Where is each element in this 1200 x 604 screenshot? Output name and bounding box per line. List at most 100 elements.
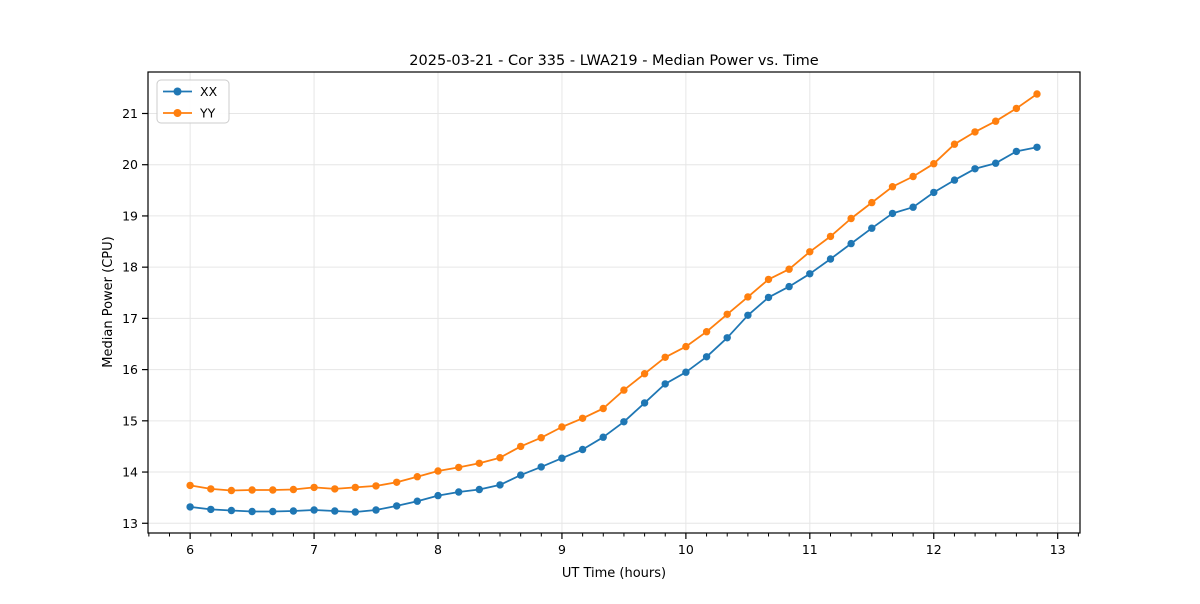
- series-yy-marker: [764, 275, 773, 284]
- series-yy-marker: [331, 485, 339, 493]
- series-yy-marker: [744, 293, 752, 301]
- x-tick-label: 11: [802, 542, 818, 557]
- y-tick-label: 14: [122, 465, 138, 480]
- series-yy-marker: [248, 486, 256, 494]
- series-yy-marker: [455, 463, 463, 472]
- series-yy-marker: [909, 172, 917, 181]
- series-xx-marker: [888, 209, 897, 218]
- series-yy-marker: [661, 353, 669, 361]
- series-yy-marker: [434, 467, 442, 475]
- legend-box: [156, 79, 230, 124]
- series-xx-marker: [744, 311, 752, 319]
- series-yy-marker: [475, 459, 483, 467]
- series-yy-marker: [310, 483, 318, 492]
- y-axis-label: Median Power (CPU): [101, 236, 116, 367]
- series-xx-marker: [475, 485, 483, 494]
- series-yy-marker: [227, 486, 236, 495]
- y-tick-label: 18: [122, 260, 138, 275]
- series-xx-marker: [269, 507, 277, 516]
- series-yy-line: [189, 93, 1038, 492]
- series-yy-marker: [992, 117, 1000, 125]
- series-yy-marker: [950, 140, 959, 148]
- series-xx-marker: [1012, 147, 1021, 156]
- x-tick-label: 9: [558, 542, 566, 557]
- series-xx-marker: [558, 454, 566, 462]
- series-yy-marker: [620, 386, 628, 394]
- y-tick-label: 16: [122, 362, 138, 377]
- legend-label-xx: XX: [200, 84, 218, 99]
- series-xx-marker: [372, 506, 380, 514]
- series-yy-marker: [517, 442, 525, 451]
- series-xx-marker: [764, 293, 773, 302]
- series-yy-marker: [847, 214, 855, 223]
- series-yy-marker: [826, 232, 835, 241]
- series-xx-marker: [289, 507, 298, 515]
- legend-marker-xx: [173, 87, 182, 96]
- y-tick-label: 15: [122, 413, 138, 428]
- series-yy-marker: [702, 328, 711, 336]
- series-xx-marker: [909, 203, 917, 211]
- series-xx-marker: [661, 380, 669, 388]
- series-xx-marker: [413, 497, 421, 505]
- series-yy-marker: [682, 342, 690, 351]
- series-xx-marker: [599, 433, 607, 441]
- series-yy-marker: [806, 248, 814, 256]
- series-yy-marker: [537, 434, 545, 442]
- series-xx-marker: [640, 399, 649, 407]
- series-yy-marker: [578, 414, 587, 422]
- series-xx-marker: [620, 418, 628, 426]
- y-tick-label: 19: [122, 208, 138, 223]
- series-xx-marker: [971, 165, 979, 173]
- series-xx-marker: [992, 159, 1000, 167]
- legend: XX YY: [156, 79, 230, 124]
- x-tick-label: 7: [310, 542, 318, 557]
- y-tick-label: 20: [122, 157, 138, 172]
- series-yy-marker: [269, 486, 277, 494]
- series-yy-marker: [289, 485, 298, 494]
- series-xx-marker: [186, 503, 194, 511]
- plot-border: [147, 71, 1081, 534]
- series-yy-marker: [723, 310, 731, 318]
- series-xx-marker: [310, 506, 318, 514]
- series-yy-marker: [207, 485, 215, 493]
- series-yy-marker: [785, 265, 793, 273]
- series-xx-marker: [702, 353, 711, 361]
- y-tick-label: 21: [122, 106, 138, 121]
- x-tick-label: 8: [434, 542, 442, 557]
- series-xx-marker: [950, 176, 959, 184]
- series-xx-marker: [393, 502, 401, 510]
- series-xx-marker: [826, 255, 835, 263]
- x-axis-label: UT Time (hours): [562, 566, 666, 581]
- series-xx-marker: [248, 507, 256, 516]
- series-xx-marker: [351, 508, 359, 516]
- series-yy-marker: [393, 478, 401, 486]
- series-xx-marker: [455, 488, 463, 496]
- series-yy-marker: [496, 454, 504, 462]
- series-xx-marker: [868, 224, 876, 232]
- series-xx-marker: [434, 491, 442, 500]
- x-tick-label: 13: [1050, 542, 1066, 557]
- series-xx-marker: [537, 463, 545, 471]
- series-xx-marker: [1033, 143, 1041, 151]
- x-tick-label: 10: [678, 542, 694, 557]
- series-xx-marker: [331, 507, 339, 515]
- plot-area: 6 7 8 9 10 11 12 13 13 14 15 16 17 18 19 20 21: [122, 71, 1081, 557]
- series-xx-line: [189, 146, 1038, 513]
- x-tick-label: 6: [186, 542, 194, 557]
- series-yy-marker: [930, 160, 938, 168]
- series-xx-marker: [517, 471, 525, 479]
- legend-label-yy: YY: [199, 106, 216, 121]
- series-xx-marker: [227, 506, 236, 515]
- series-xx-marker: [785, 282, 793, 291]
- series-yy-marker: [888, 183, 897, 191]
- series-xx-marker: [496, 481, 504, 489]
- legend-marker-yy: [173, 109, 182, 117]
- chart-title: 2025-03-21 - Cor 335 - LWA219 - Median P…: [409, 53, 818, 69]
- series-yy-marker: [971, 128, 979, 136]
- series-yy-marker: [640, 370, 649, 378]
- series-xx-marker: [847, 239, 855, 248]
- series-yy-marker: [351, 483, 359, 492]
- series-yy-marker: [868, 198, 876, 207]
- series-yy-marker: [413, 473, 421, 481]
